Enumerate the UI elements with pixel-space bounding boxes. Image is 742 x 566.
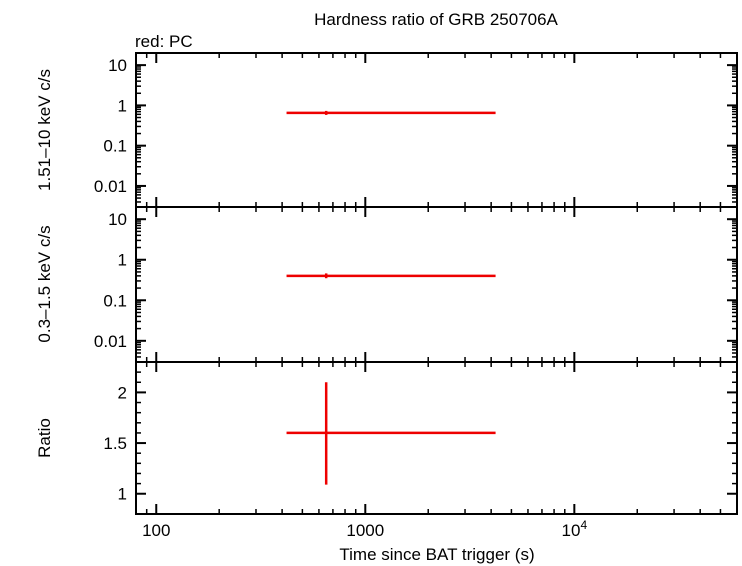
y-axis-label-bottom: Ratio <box>35 418 54 458</box>
y-tick-label: 1 <box>118 251 127 270</box>
x-tick-label: 104 <box>562 518 588 540</box>
panel-frame <box>135 52 738 208</box>
x-tick-label: 1000 <box>346 521 384 540</box>
x-axis-label: Time since BAT trigger (s) <box>339 545 534 564</box>
y-tick-label: 10 <box>108 56 127 75</box>
chart-title: Hardness ratio of GRB 250706A <box>314 10 558 29</box>
y-axis-label-top: 1.51–10 keV c/s <box>35 69 54 191</box>
legend-text: red: PC <box>135 32 193 51</box>
y-tick-label: 0.01 <box>94 177 127 196</box>
x-tick-label: 100 <box>142 521 170 540</box>
y-tick-label: 0.1 <box>103 137 127 156</box>
y-tick-label: 0.01 <box>94 332 127 351</box>
panel-bottom: 1 1.5 2 100 1000 104 <box>103 361 738 540</box>
panel-frame <box>135 206 738 363</box>
y-tick-label: 1 <box>118 485 127 504</box>
y-tick-label: 1 <box>118 96 127 115</box>
y-tick-label: 2 <box>118 383 127 402</box>
chart-panels: 0.01 0.1 1 10 0.01 0.1 1 10 1 1.5 2 100 1000 104 1.51–… <box>35 52 738 540</box>
y-tick-label: 0.1 <box>103 291 127 310</box>
y-tick-label: 1.5 <box>103 434 127 453</box>
y-tick-label: 10 <box>108 210 127 229</box>
panel-middle: 0.01 0.1 1 10 <box>94 206 738 363</box>
y-axis-label-middle: 0.3–1.5 keV c/s <box>35 225 54 342</box>
panel-top: 0.01 0.1 1 10 <box>94 52 738 208</box>
panel-frame <box>135 361 738 515</box>
